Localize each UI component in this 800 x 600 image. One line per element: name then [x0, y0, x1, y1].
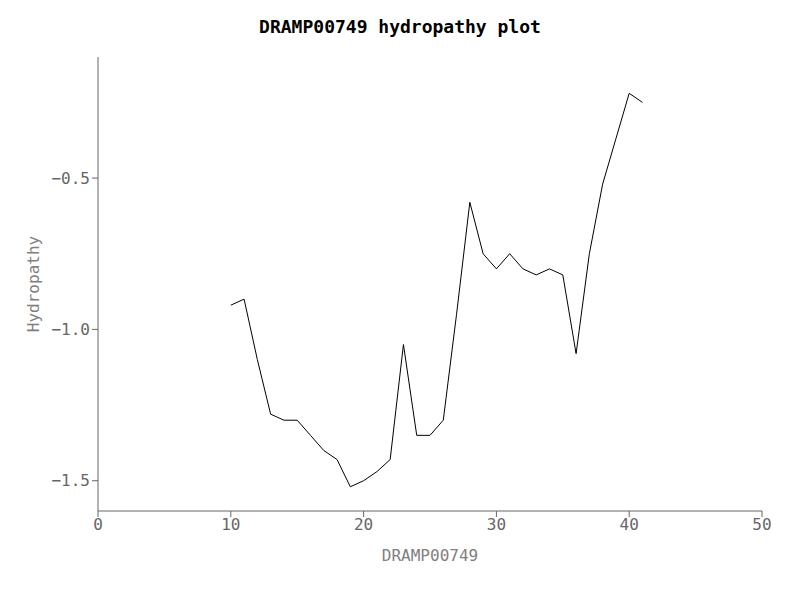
html-text:DRAMP00749 hydropathy plot: DRAMP00749 hydropathy plot: [259, 16, 541, 37]
svg-text:−0.5: −0.5: [51, 169, 90, 188]
svg-text:−1.0: −1.0: [51, 320, 90, 339]
svg-text:30: 30: [487, 515, 506, 534]
svg-text:−1.5: −1.5: [51, 471, 90, 490]
svg-text:20: 20: [354, 515, 373, 534]
svg-text:DRAMP00749: DRAMP00749: [382, 546, 478, 565]
svg-text:10: 10: [221, 515, 240, 534]
svg-text:40: 40: [620, 515, 639, 534]
svg-text:Hydropathy: Hydropathy: [24, 235, 43, 332]
svg-text:0: 0: [93, 515, 103, 534]
svg-text:50: 50: [752, 515, 771, 534]
